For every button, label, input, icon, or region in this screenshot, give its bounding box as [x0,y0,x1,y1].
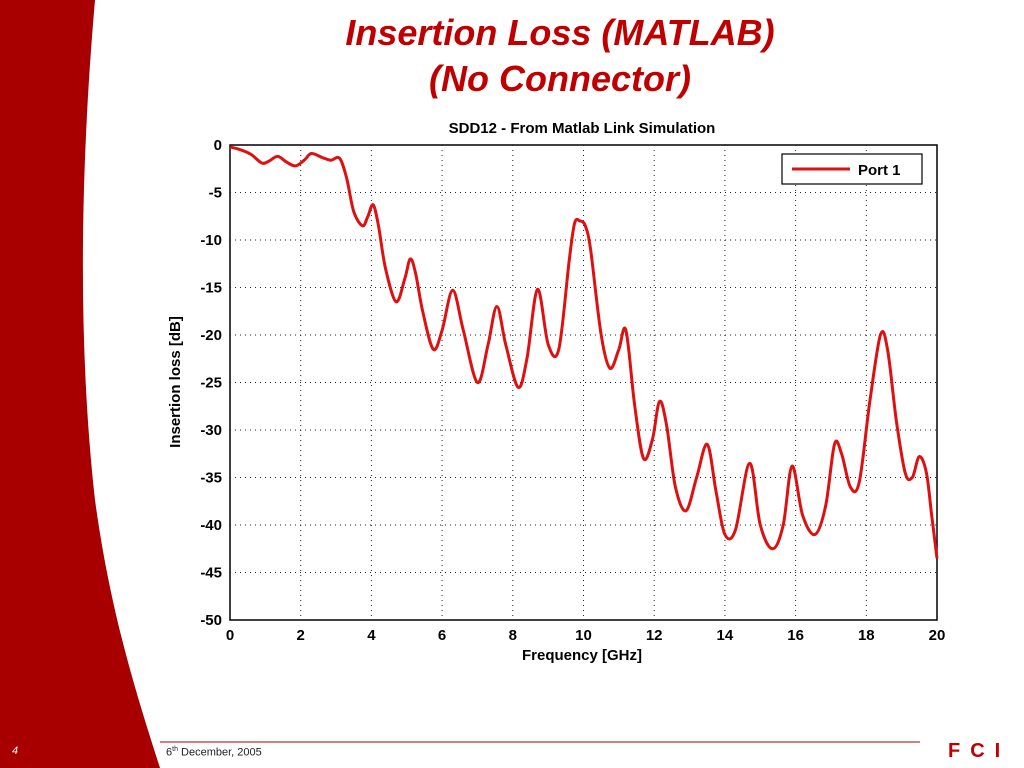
y-tick-label: -40 [200,517,222,534]
x-tick-label: 12 [646,627,663,644]
y-tick-label: -25 [200,375,222,392]
left-accent-band [0,0,160,768]
y-tick-label: -15 [200,280,222,297]
series-line-port-1 [229,145,939,559]
y-tick-label: -30 [200,422,222,439]
x-tick-label: 16 [787,627,804,644]
x-tick-label: 18 [858,627,875,644]
y-tick-label: 0 [214,137,222,154]
y-tick-label: -45 [200,565,222,582]
y-axis-label: Insertion loss [dB] [167,316,184,448]
x-tick-label: 10 [575,627,592,644]
chart-title: SDD12 - From Matlab Link Simulation [449,120,716,137]
x-tick-label: 2 [297,627,305,644]
date-day: 6 [166,746,173,759]
page-number: 4 [12,745,19,757]
grid-lines [230,145,937,620]
x-axis-label: Frequency [GHz] [522,647,642,664]
legend: Port 1 [781,153,923,185]
y-tick-label: -50 [200,612,222,629]
x-tick-label: 20 [929,627,946,644]
x-tick-label: 14 [717,627,734,644]
insertion-loss-chart: SDD12 - From Matlab Link Simulation 0 2 4 6… [167,120,945,664]
y-tick-label: -35 [200,470,222,487]
x-tick-label: 8 [509,627,517,644]
axis-ticks: 0 2 4 6 8 10 12 14 16 18 20 0 -5 -10 -15 -20 -25 -30 -35 -4… [200,137,945,644]
slide-title-line-2: (No Connector) [429,58,691,99]
x-tick-label: 4 [367,627,376,644]
x-tick-label: 0 [226,627,234,644]
legend-label-port-1: Port 1 [858,162,901,179]
fci-logo: FCI [948,740,1011,762]
date-rest: December, 2005 [177,746,262,759]
series-layer [229,145,939,559]
y-tick-label: -5 [209,185,222,202]
footer-date: 6th December, 2005 [166,746,262,759]
y-tick-label: -10 [200,232,222,249]
slide-title-line-1: Insertion Loss (MATLAB) [345,12,775,53]
y-tick-label: -20 [200,327,222,344]
x-tick-label: 6 [438,627,446,644]
date-suffix: th [172,746,178,753]
